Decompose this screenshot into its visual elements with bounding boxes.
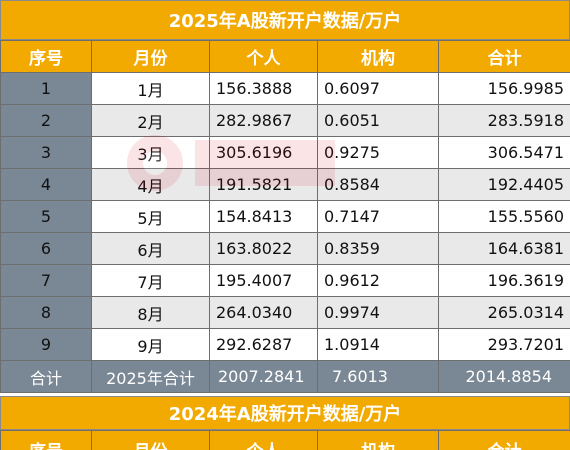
summary-institution-cell: 7.6013 bbox=[317, 360, 439, 393]
institution-cell: 0.6051 bbox=[317, 104, 439, 137]
total-cell: 192.4405 bbox=[438, 168, 570, 201]
table-2025: 序号 月份 个人 机构 合计 1 1月 156.3888 0.6097 156.9985… bbox=[0, 40, 570, 393]
individual-cell: 292.6287 bbox=[209, 328, 318, 361]
month-cell: 1月 bbox=[91, 72, 210, 105]
individual-cell: 264.0340 bbox=[209, 296, 318, 329]
table-2025-title: 2025年A股新开户数据/万户 bbox=[0, 0, 570, 40]
row-index-cell: 8 bbox=[0, 296, 92, 329]
month-cell: 8月 bbox=[91, 296, 210, 329]
month-cell: 6月 bbox=[91, 232, 210, 265]
header-individual: 个人 bbox=[209, 40, 318, 73]
row-index-cell: 2 bbox=[0, 104, 92, 137]
total-cell: 265.0314 bbox=[438, 296, 570, 329]
row-index-cell: 9 bbox=[0, 328, 92, 361]
table-row: 7 7月 195.4007 0.9612 196.3619 bbox=[0, 264, 570, 297]
individual-cell: 163.8022 bbox=[209, 232, 318, 265]
row-index-cell: 3 bbox=[0, 136, 92, 169]
row-index-cell: 5 bbox=[0, 200, 92, 233]
row-index-cell: 6 bbox=[0, 232, 92, 265]
table-2024-title: 2024年A股新开户数据/万户 bbox=[0, 396, 570, 430]
total-cell: 196.3619 bbox=[438, 264, 570, 297]
summary-row: 合计 2025年合计 2007.2841 7.6013 2014.8854 bbox=[0, 360, 570, 393]
total-cell: 155.5560 bbox=[438, 200, 570, 233]
table-row: 5 5月 154.8413 0.7147 155.5560 bbox=[0, 200, 570, 233]
individual-cell: 156.3888 bbox=[209, 72, 318, 105]
header-index: 序号 bbox=[0, 40, 92, 73]
total-cell: 283.5918 bbox=[438, 104, 570, 137]
total-cell: 164.6381 bbox=[438, 232, 570, 265]
total-cell: 293.7201 bbox=[438, 328, 570, 361]
table-row: 1 1月 156.3888 0.6097 156.9985 bbox=[0, 72, 570, 105]
table-row: 8 8月 264.0340 0.9974 265.0314 bbox=[0, 296, 570, 329]
table-row: 9 9月 292.6287 1.0914 293.7201 bbox=[0, 328, 570, 361]
individual-cell: 154.8413 bbox=[209, 200, 318, 233]
month-cell: 7月 bbox=[91, 264, 210, 297]
row-index-cell: 1 bbox=[0, 72, 92, 105]
table-row: 3 3月 305.6196 0.9275 306.5471 bbox=[0, 136, 570, 169]
table-2024: 序号 月份 个人 机构 合计 bbox=[0, 430, 570, 450]
institution-cell: 1.0914 bbox=[317, 328, 439, 361]
month-cell: 5月 bbox=[91, 200, 210, 233]
header-institution: 机构 bbox=[317, 40, 439, 73]
month-cell: 4月 bbox=[91, 168, 210, 201]
table-row: 2 2月 282.9867 0.6051 283.5918 bbox=[0, 104, 570, 137]
total-cell: 306.5471 bbox=[438, 136, 570, 169]
institution-cell: 0.9275 bbox=[317, 136, 439, 169]
summary-month-cell: 2025年合计 bbox=[91, 360, 210, 393]
summary-row-index-cell: 合计 bbox=[0, 360, 92, 393]
institution-cell: 0.9974 bbox=[317, 296, 439, 329]
individual-cell: 305.6196 bbox=[209, 136, 318, 169]
month-cell: 2月 bbox=[91, 104, 210, 137]
table-row: 6 6月 163.8022 0.8359 164.6381 bbox=[0, 232, 570, 265]
institution-cell: 0.6097 bbox=[317, 72, 439, 105]
header-index: 序号 bbox=[0, 430, 92, 450]
institution-cell: 0.8584 bbox=[317, 168, 439, 201]
institution-cell: 0.8359 bbox=[317, 232, 439, 265]
row-index-cell: 7 bbox=[0, 264, 92, 297]
individual-cell: 191.5821 bbox=[209, 168, 318, 201]
header-month: 月份 bbox=[91, 40, 210, 73]
individual-cell: 282.9867 bbox=[209, 104, 318, 137]
month-cell: 9月 bbox=[91, 328, 210, 361]
header-total: 合计 bbox=[438, 430, 570, 450]
institution-cell: 0.9612 bbox=[317, 264, 439, 297]
header-total: 合计 bbox=[438, 40, 570, 73]
table-row: 4 4月 191.5821 0.8584 192.4405 bbox=[0, 168, 570, 201]
individual-cell: 195.4007 bbox=[209, 264, 318, 297]
total-cell: 156.9985 bbox=[438, 72, 570, 105]
row-index-cell: 4 bbox=[0, 168, 92, 201]
summary-total-cell: 2014.8854 bbox=[438, 360, 570, 393]
institution-cell: 0.7147 bbox=[317, 200, 439, 233]
header-month: 月份 bbox=[91, 430, 210, 450]
month-cell: 3月 bbox=[91, 136, 210, 169]
table-header-row: 序号 月份 个人 机构 合计 bbox=[0, 430, 570, 450]
header-institution: 机构 bbox=[317, 430, 439, 450]
header-individual: 个人 bbox=[209, 430, 318, 450]
summary-individual-cell: 2007.2841 bbox=[209, 360, 318, 393]
table-header-row: 序号 月份 个人 机构 合计 bbox=[0, 40, 570, 73]
